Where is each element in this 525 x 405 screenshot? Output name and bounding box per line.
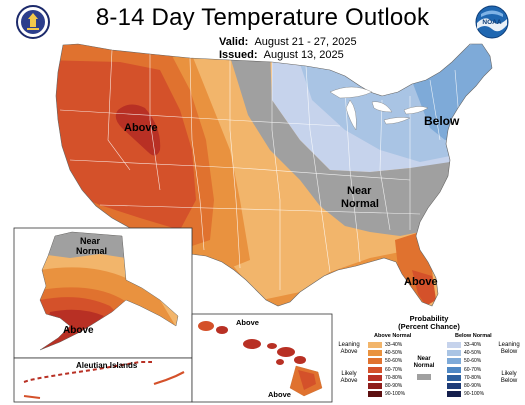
label-center-near-1: Near xyxy=(347,185,372,197)
legend-above-label-5: 80-90% xyxy=(385,383,403,389)
issued-line: Issued: August 13, 2025 xyxy=(219,49,357,62)
legend-likely-below-2: Below xyxy=(500,378,518,384)
legend-leaning-below-1: Leaning xyxy=(498,342,520,348)
label-alaska-above: Above xyxy=(63,325,94,336)
label-aleutian-islands: Aleutian Islands xyxy=(76,361,138,370)
legend-below-swatch-2 xyxy=(447,358,461,365)
state-lines xyxy=(59,49,461,290)
legend-below-swatch-4 xyxy=(447,374,461,381)
legend-leaning-above-1: Leaning xyxy=(338,342,360,348)
legend-near-swatch xyxy=(417,374,431,380)
noaa-logo-text: NOAA xyxy=(482,19,501,26)
legend-above-label-4: 70-80% xyxy=(385,374,403,381)
label-alaska-near-1: Near xyxy=(80,236,101,246)
legend-below-header: Below Normal xyxy=(455,333,492,339)
map-zone-above-60-florida xyxy=(412,270,436,306)
commerce-seal-icon xyxy=(16,5,50,39)
legend-below-label-5: 80-90% xyxy=(464,383,482,389)
legend-above-swatch-0 xyxy=(368,342,382,348)
legend-title-2: (Percent Chance) xyxy=(398,322,460,331)
legend-above-swatch-1 xyxy=(368,350,382,357)
legend-above-swatch-2 xyxy=(368,358,382,365)
legend-leaning-above-2: Above xyxy=(340,349,358,355)
legend-below-swatch-5 xyxy=(447,383,461,389)
noaa-logo-icon: NOAA xyxy=(475,5,509,39)
legend-below-label-4: 70-80% xyxy=(464,374,482,381)
label-hawaii-above-2: Above xyxy=(268,390,291,399)
legend-above-swatch-5 xyxy=(368,383,382,389)
legend-above-label-1: 40-50% xyxy=(385,350,403,357)
legend-leaning-below-2: Below xyxy=(500,349,518,355)
legend-below-label-2: 50-60% xyxy=(464,358,482,365)
alaska-inset xyxy=(13,227,193,359)
legend-above-label-0: 33-40% xyxy=(385,342,403,348)
legend-above-label-2: 50-60% xyxy=(385,358,403,365)
legend-below-swatch-3 xyxy=(447,366,461,373)
label-center-near-2: Normal xyxy=(341,198,379,210)
valid-value: August 21 - 27, 2025 xyxy=(254,36,357,48)
legend-above-label-3: 60-70% xyxy=(385,366,403,373)
legend-below-label-1: 40-50% xyxy=(464,350,482,357)
legend-title-1: Probability xyxy=(409,314,449,323)
legend-above-header: Above Normal xyxy=(374,333,412,339)
legend-leaning-above: Leaning Above xyxy=(334,342,364,356)
legend-likely-below-1: Likely xyxy=(501,371,517,377)
legend-near-normal-2: Normal xyxy=(413,363,435,369)
legend-near-normal-1: Near xyxy=(417,356,431,362)
legend-below-swatch-0 xyxy=(447,342,461,348)
aleutian-inset xyxy=(13,357,193,403)
legend-below-label-3: 60-70% xyxy=(464,366,482,373)
legend-below-label-0: 33-40% xyxy=(464,342,482,348)
legend-below-swatch-6 xyxy=(447,391,461,398)
issued-label: Issued: xyxy=(219,49,258,61)
page-title: 8-14 Day Temperature Outlook xyxy=(95,4,430,31)
label-west-above: Above xyxy=(124,122,158,134)
legend-above-swatch-6 xyxy=(368,391,382,398)
legend-above-swatch-4 xyxy=(368,374,382,381)
hawaii-inset xyxy=(191,313,333,403)
issued-value: August 13, 2025 xyxy=(263,49,344,61)
legend: Probability (Percent Chance) Above Norma… xyxy=(334,311,524,405)
label-northeast-below: Below xyxy=(424,114,460,128)
legend-likely-above-1: Likely xyxy=(341,371,357,377)
legend-above-swatch-3 xyxy=(368,366,382,373)
label-hawaii-above-1: Above xyxy=(236,318,259,327)
label-alaska-near-2: Normal xyxy=(76,246,108,256)
valid-label: Valid: xyxy=(219,36,249,48)
legend-above-label-6: 90-100% xyxy=(385,391,406,398)
legend-likely-above-2: Above xyxy=(340,378,358,384)
valid-line: Valid: August 21 - 27, 2025 xyxy=(219,36,357,49)
legend-likely-above: Likely Above xyxy=(334,371,364,385)
map-zone-above-70-west xyxy=(115,104,161,156)
legend-likely-below: Likely Below xyxy=(494,371,524,385)
date-block: Valid: August 21 - 27, 2025 Issued: Augu… xyxy=(219,36,357,62)
legend-near-normal: Near Normal xyxy=(412,356,436,370)
legend-below-swatch-1 xyxy=(447,350,461,357)
great-lakes xyxy=(329,86,429,131)
label-florida-above: Above xyxy=(404,276,438,288)
legend-below-label-6: 90-100% xyxy=(464,391,485,398)
legend-leaning-below: Leaning Below xyxy=(494,342,524,356)
map-zone-near-normal xyxy=(228,50,450,236)
